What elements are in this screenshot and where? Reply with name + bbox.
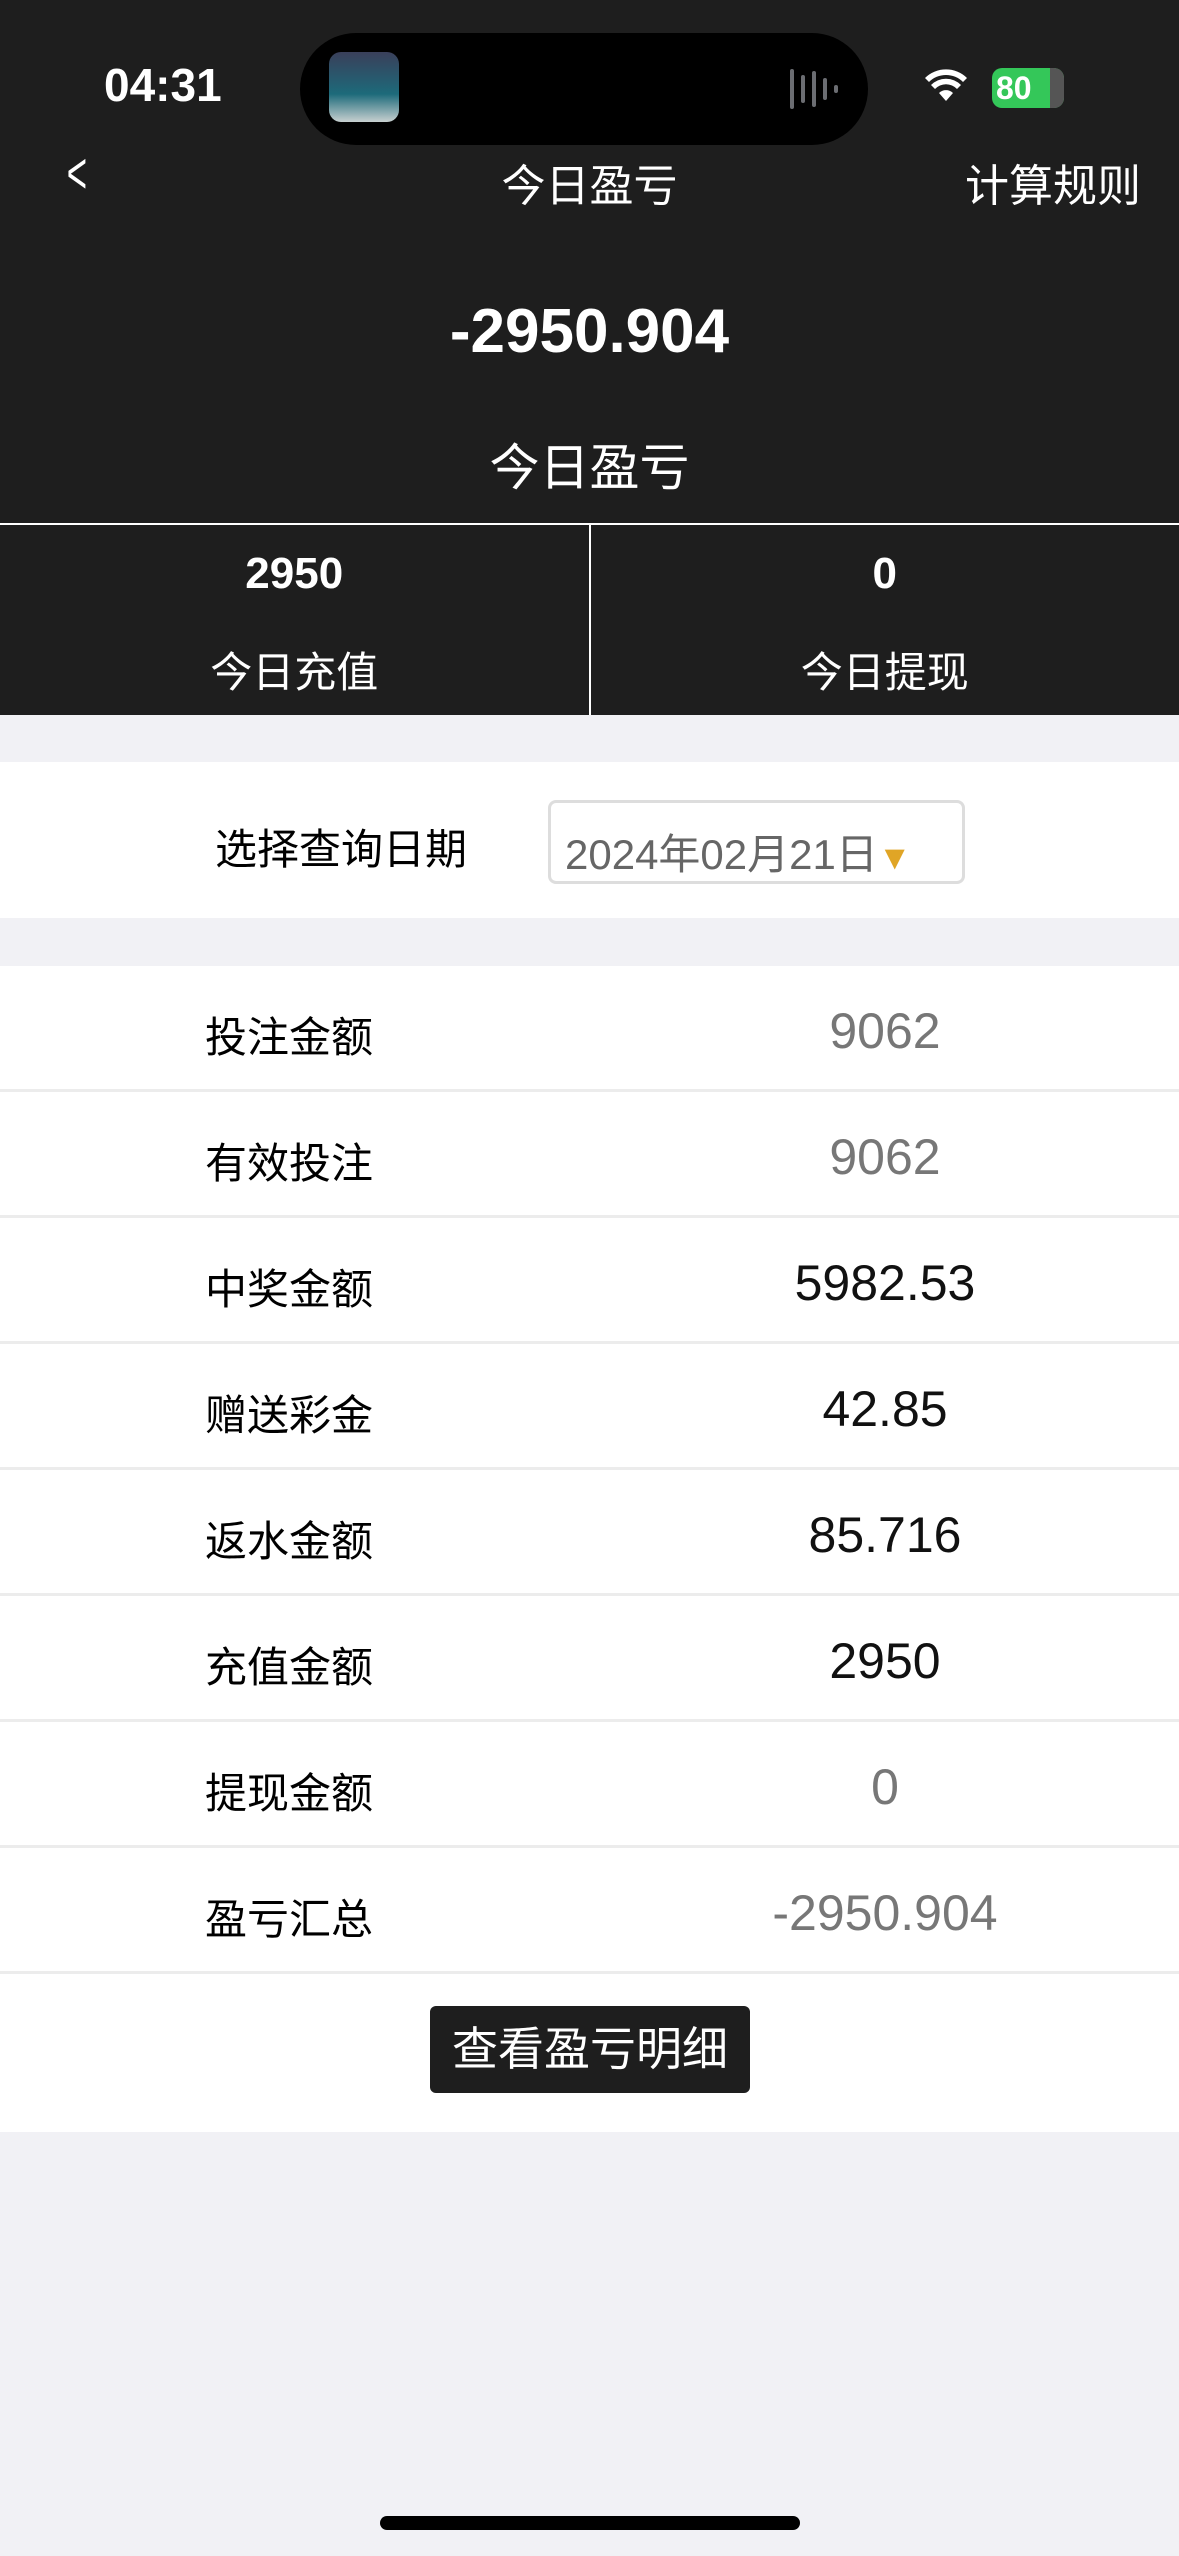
- list-row: 中奖金额 5982.53: [0, 1218, 1179, 1344]
- media-thumbnail: [329, 52, 399, 122]
- date-label: 选择查询日期: [215, 826, 468, 873]
- list-row: 返水金额 85.716: [0, 1470, 1179, 1596]
- row-value: 0: [871, 1759, 899, 1815]
- row-label: 返水金额: [205, 1518, 374, 1565]
- date-value: 2024年02月21日: [565, 831, 878, 878]
- list-row: 投注金额 9062: [0, 966, 1179, 1092]
- row-label: 提现金额: [205, 1770, 374, 1817]
- row-label: 充值金额: [205, 1644, 374, 1691]
- row-value: 5982.53: [794, 1255, 976, 1311]
- battery-icon: 80: [992, 68, 1064, 108]
- list-row: 提现金额 0: [0, 1722, 1179, 1848]
- stat-value: 0: [872, 549, 897, 598]
- dropdown-triangle-icon: ▼: [877, 839, 912, 877]
- row-label: 盈亏汇总: [205, 1896, 374, 1943]
- stat-label: 今日提现: [800, 649, 969, 696]
- stats-bar: 2950 今日充值 0 今日提现: [0, 523, 1179, 715]
- home-indicator[interactable]: [380, 2516, 800, 2530]
- back-chevron-icon[interactable]: <: [66, 141, 88, 206]
- row-label: 赠送彩金: [205, 1392, 374, 1439]
- row-value: 85.716: [808, 1507, 962, 1563]
- page-title: 今日盈亏: [501, 162, 678, 211]
- status-time: 04:31: [104, 59, 222, 111]
- stat-withdraw: 0 今日提现: [591, 525, 1179, 715]
- list-row: 充值金额 2950: [0, 1596, 1179, 1722]
- row-value: 9062: [829, 1003, 941, 1059]
- today-profit-label: 今日盈亏: [489, 440, 690, 496]
- stat-recharge: 2950 今日充值: [0, 525, 591, 715]
- row-label: 中奖金额: [205, 1266, 374, 1313]
- list-row: 赠送彩金 42.85: [0, 1344, 1179, 1470]
- row-value: 9062: [829, 1129, 941, 1185]
- button-row: 查看盈亏明细: [0, 1974, 1179, 2132]
- detail-list: 投注金额 9062 有效投注 9062 中奖金额 5982.53 赠送彩金 42.85 返水金额…: [0, 966, 1179, 2132]
- stat-value: 2950: [245, 549, 344, 598]
- header: 04:31 80 < 今日盈亏 计算规则 -2950.904 今日盈亏: [0, 0, 1179, 523]
- row-value: 42.85: [822, 1381, 948, 1437]
- view-details-button[interactable]: 查看盈亏明细: [430, 2006, 750, 2093]
- stat-label: 今日充值: [210, 649, 379, 696]
- audio-wave-icon: [790, 68, 838, 110]
- list-row: 有效投注 9062: [0, 1092, 1179, 1218]
- row-label: 有效投注: [205, 1140, 374, 1187]
- dynamic-island: [300, 33, 868, 145]
- calc-rule-link[interactable]: 计算规则: [965, 162, 1141, 211]
- row-label: 投注金额: [205, 1014, 374, 1061]
- today-profit-value: -2950.904: [449, 297, 730, 366]
- list-row: 盈亏汇总 -2950.904: [0, 1848, 1179, 1974]
- row-value: -2950.904: [772, 1885, 998, 1941]
- row-value: 2950: [829, 1633, 941, 1689]
- date-row: 选择查询日期 2024年02月21日▼: [0, 762, 1179, 918]
- date-select[interactable]: 2024年02月21日▼: [548, 800, 965, 884]
- wifi-icon: [925, 66, 967, 111]
